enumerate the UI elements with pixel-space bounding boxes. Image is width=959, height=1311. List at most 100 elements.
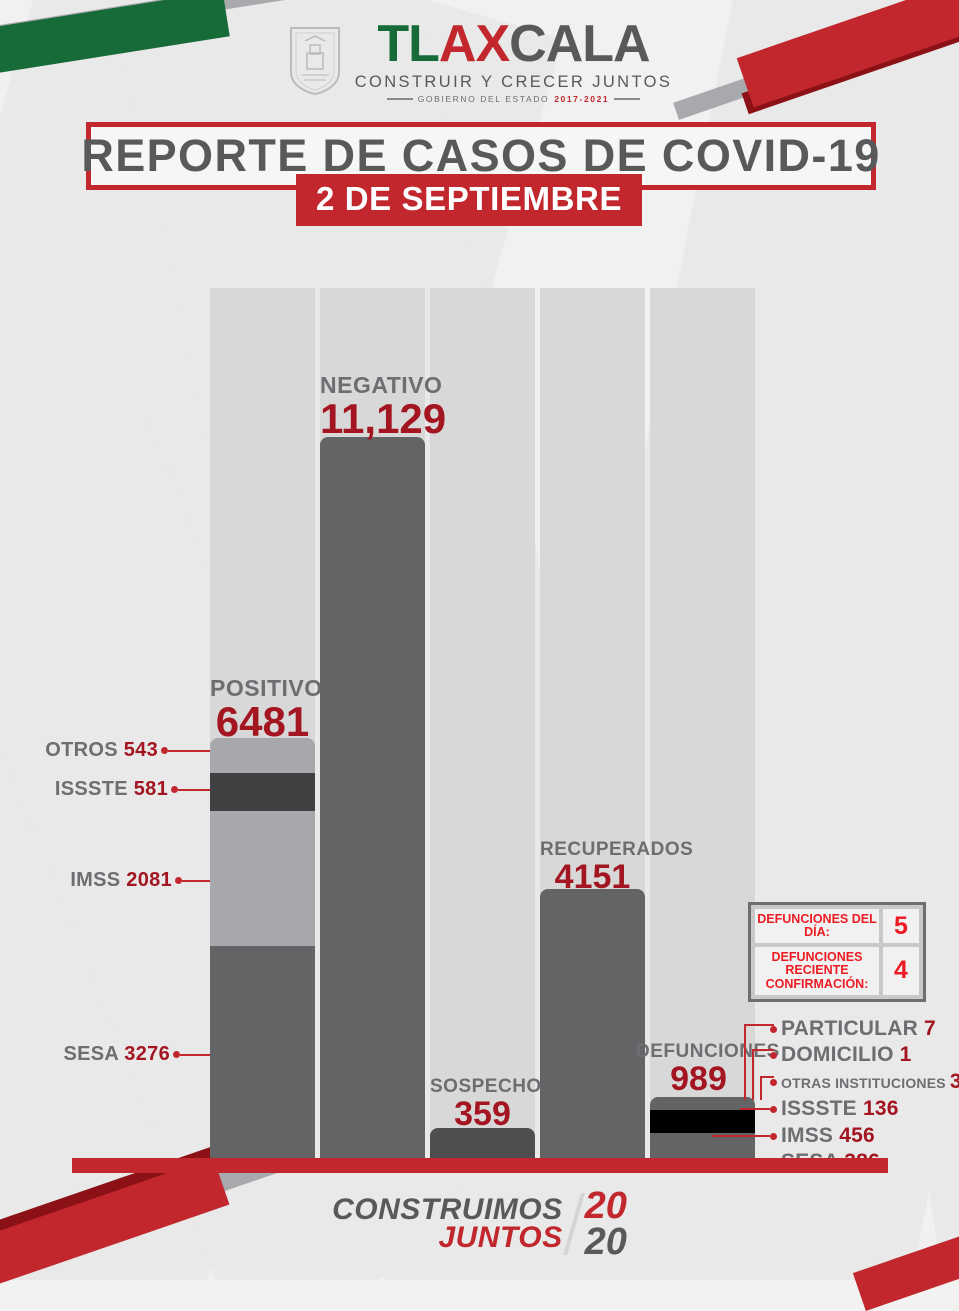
footer-year-bottom: 20: [584, 1221, 627, 1264]
bar-negativo: [320, 437, 425, 1158]
callout-issste-label: ISSSTE 581: [55, 778, 168, 801]
brand-wordmark: TLAXCALA CONSTRUIR Y CRECER JUNTOS GOBIE…: [355, 18, 673, 103]
callout-lead-line: [740, 1108, 770, 1110]
bar-value-negativo: 11,129: [320, 395, 447, 442]
bar-segment-def-top: [650, 1097, 755, 1110]
callout-dot-icon: [171, 786, 178, 793]
callout-lead-line: [712, 1135, 770, 1137]
callout-sesa: SESA 3276: [50, 1043, 210, 1066]
deaths-today-value: 5: [883, 909, 919, 944]
callout-dot-icon: [770, 1051, 777, 1059]
deaths-summary-box: DEFUNCIONES DEL DÍA: 5 DEFUNCIONES RECIE…: [748, 902, 926, 1002]
footer-line2: JUNTOS: [438, 1221, 563, 1255]
callout-issste-name: ISSSTE: [54, 778, 128, 800]
deaths-today-label: DEFUNCIONES DEL DÍA:: [755, 909, 879, 944]
callout-otras-instituciones: OTRAS INSTITUCIONES 3: [770, 1070, 959, 1094]
callout-otras-instituciones-value: 3: [949, 1070, 959, 1093]
callout-dot-icon: [770, 1025, 777, 1033]
bar-segment-otros: [210, 738, 315, 773]
callout-issste: ISSSTE 581: [50, 778, 210, 801]
callout-imss-name: IMSS: [70, 869, 121, 891]
page-title: REPORTE DE CASOS DE COVID-19: [81, 130, 881, 181]
bar-label-recuperados: RECUPERADOS 4151: [540, 839, 694, 894]
deaths-recent-row: DEFUNCIONES RECIENTE CONFIRMACIÓN: 4: [755, 947, 919, 995]
bar-label-negativo: NEGATIVO 11,129: [320, 372, 447, 442]
brand-header: TLAXCALA CONSTRUIR Y CRECER JUNTOS GOBIE…: [0, 18, 959, 103]
callout-sesa-value: 3276: [124, 1043, 170, 1065]
footer-year-top: 20: [584, 1185, 627, 1227]
callout-imss-label: IMSS 2081: [70, 869, 172, 892]
callout-imss: IMSS 2081: [50, 869, 210, 892]
bar-label-defunciones: DEFUNCIONES 989: [636, 1041, 780, 1098]
callout-lead-line: [180, 1053, 210, 1056]
callout-def-imss: IMSS 456: [712, 1124, 875, 1148]
callout-imss-value: 2081: [126, 869, 172, 891]
brand-name-part2: AX: [438, 15, 510, 73]
callout-def-imss-value: 456: [839, 1124, 875, 1147]
footer-year-block: 20 20: [584, 1185, 627, 1264]
callout-particular: PARTICULAR 7: [770, 1017, 936, 1041]
callout-dot-icon: [770, 1132, 777, 1140]
callout-otros-value: 543: [123, 739, 158, 761]
callout-dot-icon: [173, 1051, 180, 1058]
deaths-recent-label: DEFUNCIONES RECIENTE CONFIRMACIÓN:: [755, 947, 879, 995]
callout-sesa-label: SESA 3276: [64, 1043, 170, 1066]
bar-value-sospechosos: 359: [454, 1095, 511, 1133]
footer-slash-icon: [562, 1193, 585, 1256]
report-title-block: REPORTE DE CASOS DE COVID-19 2 DE SEPTIE…: [81, 122, 879, 226]
callout-lead-line: [182, 879, 210, 882]
deaths-recent-value: 4: [883, 947, 919, 995]
bar-segment-imss: [210, 811, 315, 946]
callout-otros-name: OTROS: [45, 739, 118, 761]
callout-otros-label: OTROS 543: [45, 739, 158, 762]
brand-years: 2017-2021: [554, 93, 610, 104]
brand-name-part1: TL: [377, 15, 440, 73]
bar-name-recuperados: RECUPERADOS: [540, 839, 694, 860]
report-date: 2 DE SEPTIEMBRE: [316, 180, 623, 217]
callout-sesa-name: SESA: [63, 1043, 119, 1065]
callout-domicilio-label: DOMICILIO 1: [781, 1043, 912, 1067]
bar-name-negativo: NEGATIVO: [320, 372, 443, 398]
bar-defunciones: [650, 1097, 755, 1158]
callout-otros: OTROS 543: [45, 739, 210, 762]
bar-segment-def-sesa: [650, 1133, 755, 1158]
callout-otras-instituciones-label: OTRAS INSTITUCIONES 3: [781, 1070, 959, 1094]
callout-dot-icon: [770, 1078, 777, 1086]
bar-sospechosos: [430, 1128, 535, 1158]
bar-recuperados: [540, 889, 645, 1158]
callout-def-issste-name: ISSSTE: [781, 1097, 857, 1120]
bar-label-positivos: POSITIVOS 6481: [210, 677, 338, 745]
callout-particular-label: PARTICULAR 7: [781, 1017, 936, 1041]
footer-logo: CONSTRUIMOS JUNTOS 20 20: [0, 1185, 959, 1264]
callout-def-issste: ISSSTE 136: [740, 1097, 899, 1121]
brand-subtagline-row: GOBIERNO DEL ESTADO 2017-2021: [386, 93, 641, 104]
brand-tagline: CONSTRUIR Y CRECER JUNTOS: [354, 73, 673, 91]
bar-value-positivos: 6481: [215, 698, 310, 745]
bar-track-sospechosos: [430, 288, 535, 1158]
bar-segment-sesa: [210, 946, 315, 1158]
covid-bar-chart: POSITIVOS 6481 NEGATIVO 11,129 SOSPECHOS…: [45, 288, 959, 1173]
report-date-banner: 2 DE SEPTIEMBRE: [296, 174, 643, 226]
coat-of-arms-icon: [287, 25, 343, 97]
callout-particular-name: PARTICULAR: [781, 1017, 918, 1040]
bar-track-defunciones: [650, 288, 755, 1158]
callout-domicilio: DOMICILIO 1: [770, 1043, 912, 1067]
bar-name-defunciones: DEFUNCIONES: [636, 1041, 780, 1062]
chart-baseline: [72, 1158, 888, 1173]
callout-def-issste-value: 136: [862, 1097, 899, 1120]
callout-dot-icon: [770, 1105, 777, 1113]
rule-left-icon: [386, 98, 413, 100]
bar-value-defunciones: 989: [670, 1060, 727, 1098]
bar-segment-issste: [210, 773, 315, 811]
elbow-otras-instituciones: [760, 1076, 774, 1100]
callout-dot-icon: [161, 747, 168, 754]
callout-domicilio-name: DOMICILIO: [781, 1043, 894, 1066]
brand-name-part3: CALA: [509, 15, 650, 73]
callout-def-imss-label: IMSS 456: [781, 1124, 875, 1148]
bar-segment-def-imss: [650, 1110, 755, 1133]
deaths-today-row: DEFUNCIONES DEL DÍA: 5: [755, 909, 919, 944]
callout-def-issste-label: ISSSTE 136: [781, 1097, 899, 1121]
callout-lead-line: [178, 788, 210, 791]
elbow-particular: [744, 1024, 774, 1100]
callout-domicilio-value: 1: [899, 1043, 912, 1066]
